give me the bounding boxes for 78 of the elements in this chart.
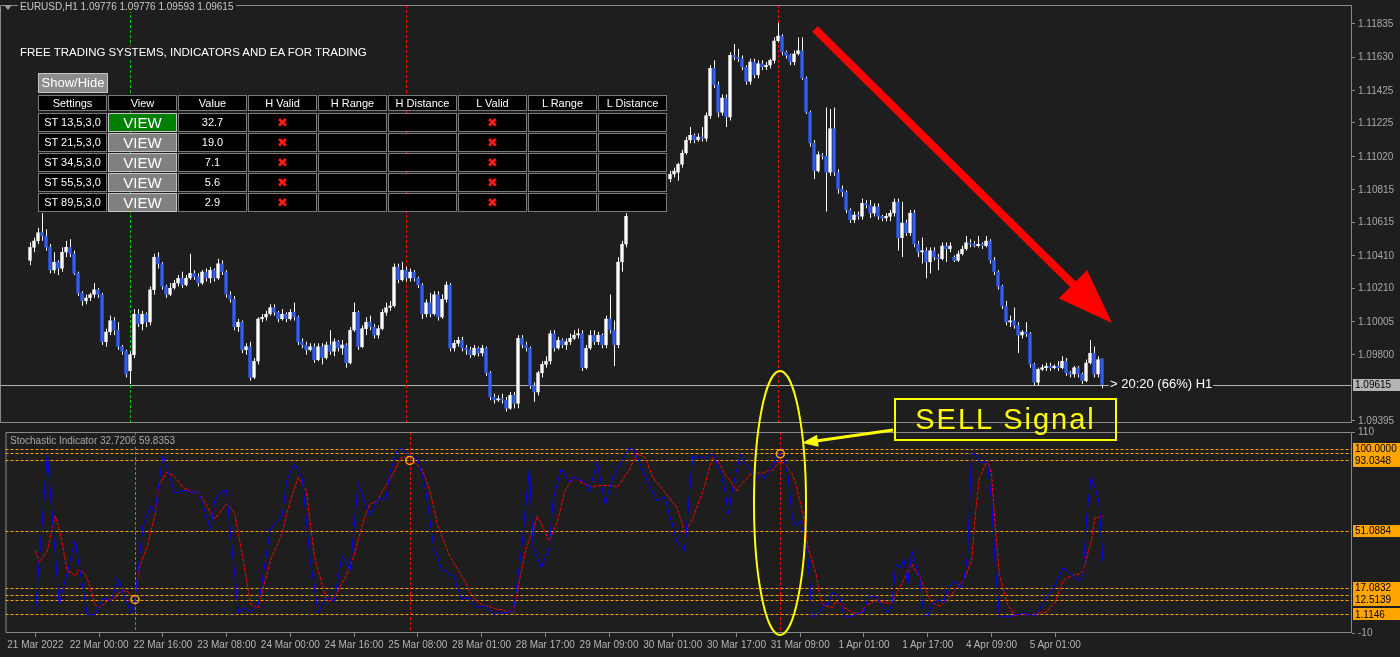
ref-line-label: 1.09615 [1355, 379, 1392, 391]
category-label: L Valid [458, 95, 527, 111]
text: 5.6 [204, 176, 221, 188]
x-tick-label: 22 Mar 00:00 [69, 638, 130, 650]
text: ✖ [487, 155, 498, 170]
text: ✖ [277, 195, 288, 210]
y-tick-label: 1.11630 [1358, 51, 1394, 63]
category-label: H Distance [388, 95, 457, 111]
text: 2.9 [204, 196, 221, 208]
ref-line-label: 12.5139 [1355, 593, 1392, 605]
text: ST 89,5,3,0 [44, 196, 101, 208]
y-tick-label: 1.10210 [1358, 282, 1395, 294]
x-tick-label: 21 Mar 2022 [7, 638, 64, 650]
x-tick-label: 5 Apr 01:00 [1029, 638, 1082, 650]
category-label: Settings [38, 95, 107, 111]
text: ✖ [277, 155, 288, 170]
x-tick-label: 1 Apr 01:00 [838, 638, 891, 650]
x-tick-label: 4 Apr 09:00 [965, 638, 1018, 650]
x-tick-label: 24 Mar 16:00 [324, 638, 384, 650]
ref-line-label: 100.0000 [1355, 443, 1398, 454]
x-tick-label: 30 Mar 17:00 [707, 638, 767, 650]
category-label: H Valid [248, 95, 317, 111]
x-tick-label: 30 Mar 01:00 [643, 638, 703, 650]
x-tick-label: 29 Mar 09:00 [579, 638, 639, 650]
text: 7.1 [204, 156, 221, 168]
y-tick-label: 1.11225 [1358, 117, 1394, 129]
ref-line-label: 93.0348 [1355, 455, 1392, 466]
x-tick-label: 1 Apr 17:00 [902, 638, 954, 650]
text: ST 21,5,3,0 [44, 136, 101, 148]
category-label: View [108, 95, 177, 111]
button: Show/Hide [38, 73, 108, 93]
button: VIEW [108, 153, 177, 172]
category-label: L Distance [598, 95, 667, 111]
x-tick-label: 22 Mar 16:00 [133, 638, 193, 650]
x-tick-label: 28 Mar 17:00 [515, 638, 576, 650]
y-tick-label: 1.10815 [1358, 183, 1395, 195]
y-tick-label: 110 [1358, 426, 1375, 438]
annotation: FREE TRADING SYSTEMS, INDICATORS AND EA FOR TRADING [18, 46, 369, 58]
y-tick-label: 1.11835 [1358, 17, 1394, 29]
x-tick-label: 28 Mar 01:00 [452, 638, 512, 650]
annotation: > 20:20 (66%) H1 [1110, 376, 1213, 392]
button: VIEW [108, 113, 177, 132]
y-tick-label: 1.09395 [1358, 414, 1395, 426]
text: ✖ [487, 115, 498, 130]
button: VIEW [108, 173, 177, 192]
chart-title: Stochastic Indicator 32.7206 59.8353 [8, 435, 178, 446]
ref-line-label: 17.0832 [1355, 581, 1392, 593]
text: ST 13,5,3,0 [44, 116, 101, 128]
text: ST 55,5,3,0 [44, 176, 101, 188]
ref-line-label: 1.1146 [1355, 608, 1386, 620]
category-label: Value [178, 95, 247, 111]
y-tick-label: 1.10005 [1358, 315, 1395, 327]
text: ✖ [487, 195, 498, 210]
x-tick-label: 23 Mar 08:00 [197, 638, 257, 650]
button: VIEW [108, 193, 177, 212]
y-tick-label: 1.09800 [1358, 348, 1395, 360]
text: ST 34,5,3,0 [44, 156, 101, 168]
y-tick-label: 1.11020 [1358, 150, 1394, 162]
text: ✖ [487, 175, 498, 190]
text: ✖ [277, 175, 288, 190]
text: 32.7 [201, 116, 224, 128]
ref-line-label: 51.0884 [1355, 524, 1392, 536]
chart-title: EURUSD,H1 1.09776 1.09776 1.09593 1.09615 [18, 1, 236, 12]
y-tick-label: 1.10410 [1358, 249, 1395, 261]
y-tick-label: 1.10615 [1358, 216, 1395, 228]
button: VIEW [108, 133, 177, 152]
y-tick-label: -10 [1358, 627, 1373, 639]
x-tick-label: 31 Mar 09:00 [770, 638, 831, 650]
text: ✖ [487, 135, 498, 150]
text: ✖ [277, 135, 288, 150]
category-label: H Range [318, 95, 387, 111]
text: ✖ [277, 115, 288, 130]
text: 19.0 [201, 136, 224, 148]
category-label: L Range [528, 95, 597, 111]
y-tick-label: 1.11425 [1358, 84, 1394, 96]
x-tick-label: 25 Mar 08:00 [388, 638, 448, 650]
x-tick-label: 24 Mar 00:00 [260, 638, 321, 650]
annotation: SELL Signal [894, 398, 1117, 441]
